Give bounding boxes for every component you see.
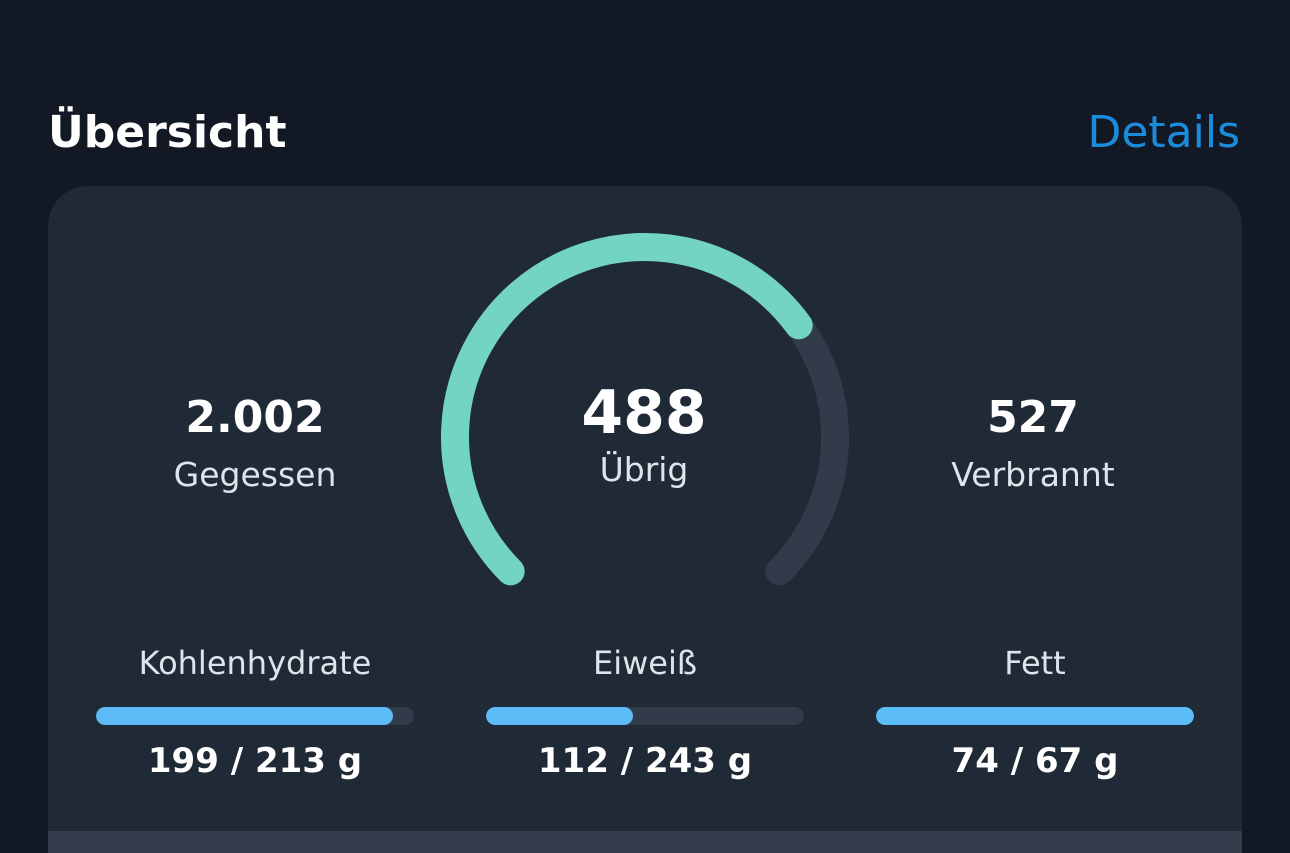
burned-label: Verbrannt — [951, 455, 1115, 494]
details-link[interactable]: Details — [1087, 107, 1240, 158]
overview-card[interactable]: 2.002 Gegessen 488 Übrig 527 Verbrannt K… — [48, 186, 1242, 853]
macro-protein: Eiweiß 112 / 243 g — [486, 641, 804, 783]
macro-progress-fill — [876, 707, 1194, 725]
remaining-value: 488 — [581, 378, 707, 448]
macro-label: Kohlenhydrate — [138, 644, 372, 682]
section-title: Übersicht — [48, 107, 287, 158]
overview-header: Übersicht Details — [48, 100, 1240, 166]
macro-progress-fill — [486, 707, 633, 725]
remaining-stat: 488 Übrig — [494, 378, 794, 492]
eaten-value: 2.002 — [185, 392, 325, 443]
macro-fat: Fett 74 / 67 g — [876, 641, 1194, 783]
burned-stat: 527 Verbrannt — [883, 391, 1183, 497]
macro-amount: 74 / 67 g — [951, 741, 1119, 781]
remaining-label: Übrig — [599, 450, 689, 489]
macro-amount: 199 / 213 g — [147, 741, 363, 781]
macro-amount: 112 / 243 g — [537, 741, 753, 781]
card-footer-strip — [48, 831, 1242, 853]
eaten-label: Gegessen — [173, 455, 337, 494]
macro-progress-bar — [486, 707, 804, 725]
macro-progress-bar — [96, 707, 414, 725]
macro-label: Eiweiß — [592, 644, 697, 682]
macro-carbs: Kohlenhydrate 199 / 213 g — [96, 641, 414, 783]
macro-label: Fett — [1004, 644, 1066, 682]
macro-progress-fill — [96, 707, 394, 725]
macro-progress-bar — [876, 707, 1194, 725]
gauge-progress-arc — [440, 233, 813, 586]
calorie-gauge — [440, 233, 849, 586]
burned-value: 527 — [987, 392, 1079, 443]
eaten-stat: 2.002 Gegessen — [105, 391, 405, 497]
